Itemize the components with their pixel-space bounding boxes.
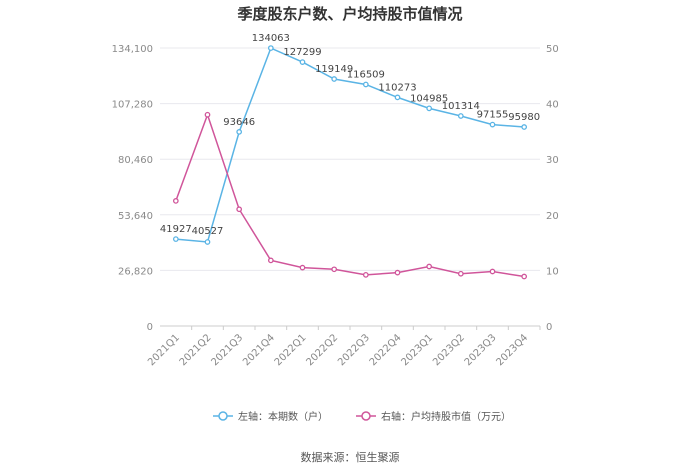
data-point <box>362 81 369 88</box>
data-point <box>267 257 274 264</box>
data-point <box>172 236 179 242</box>
data-point <box>489 268 496 275</box>
x-tick-label: 2021Q4 <box>241 332 277 368</box>
x-tick-label: 2022Q1 <box>273 332 309 368</box>
x-tick-label: 2022Q2 <box>304 332 340 368</box>
chart-title: 季度股东户数、户均持股市值情况 <box>237 5 462 23</box>
data-point <box>204 111 211 118</box>
data-label: 95980 <box>508 112 540 123</box>
data-point <box>331 266 338 273</box>
legend-marker <box>218 411 228 421</box>
data-label: 97155 <box>477 110 509 121</box>
x-axis-ticks: 2021Q12021Q22021Q32021Q42022Q12022Q22022… <box>146 326 541 368</box>
data-point <box>236 129 243 135</box>
right-axis-ticks: 0 10 20 30 40 50 <box>546 44 559 333</box>
data-source: 数据来源：恒生聚源 <box>301 450 400 464</box>
right-tick-label: 50 <box>546 44 559 55</box>
data-point <box>457 113 464 119</box>
data-point <box>204 239 211 245</box>
right-tick-label: 20 <box>546 211 559 222</box>
left-axis-ticks: 0 26,820 53,640 80,460 107,280 134,100 <box>112 44 153 333</box>
legend-label: 左轴：本期数（户） <box>238 410 328 423</box>
data-point <box>521 124 528 130</box>
left-tick-label: 26,820 <box>118 266 153 277</box>
data-point <box>267 45 274 51</box>
data-label: 116509 <box>347 69 385 80</box>
left-tick-label: 0 <box>147 322 153 333</box>
data-point <box>394 269 401 276</box>
data-point <box>521 273 528 280</box>
data-label: 40527 <box>192 226 224 237</box>
data-label: 104985 <box>410 93 448 104</box>
series-line <box>175 47 525 243</box>
legend-label: 右轴：户均持股市值（万元） <box>381 410 511 423</box>
data-label: 41927 <box>160 224 192 235</box>
series-2 <box>172 111 528 280</box>
data-point <box>236 206 243 213</box>
data-point <box>426 105 433 112</box>
x-tick-label: 2021Q1 <box>146 332 182 368</box>
left-tick-label: 107,280 <box>112 100 153 111</box>
x-tick-label: 2023Q3 <box>463 332 499 368</box>
data-label: 93646 <box>223 117 255 128</box>
data-label: 101314 <box>442 101 480 112</box>
data-point <box>362 271 369 278</box>
data-point <box>457 270 464 277</box>
x-tick-label: 2022Q4 <box>368 332 404 368</box>
data-point <box>489 121 496 128</box>
x-tick-label: 2023Q4 <box>494 332 530 368</box>
data-point <box>172 198 179 204</box>
left-tick-label: 80,460 <box>118 155 153 166</box>
x-tick-label: 2023Q2 <box>431 332 467 368</box>
legend-marker <box>361 411 371 421</box>
legend[interactable]: 左轴：本期数（户） 右轴：户均持股市值（万元） <box>213 410 511 423</box>
data-point <box>394 94 401 101</box>
right-tick-label: 30 <box>546 155 559 166</box>
data-point <box>426 263 433 270</box>
x-tick-label: 2022Q3 <box>336 332 372 368</box>
data-point <box>299 59 306 65</box>
series-line <box>175 112 525 278</box>
right-tick-label: 40 <box>546 100 559 111</box>
grid <box>160 47 540 327</box>
x-tick-label: 2021Q2 <box>178 332 214 368</box>
data-label: 119149 <box>315 64 353 75</box>
data-point <box>331 76 338 82</box>
legend-item-1[interactable]: 左轴：本期数（户） <box>213 410 328 423</box>
right-tick-label: 10 <box>546 266 559 277</box>
x-tick-label: 2023Q1 <box>399 332 435 368</box>
left-tick-label: 134,100 <box>112 44 153 55</box>
data-label: 127299 <box>283 47 321 58</box>
data-point <box>299 264 306 271</box>
left-tick-label: 53,640 <box>118 211 153 222</box>
data-label: 110273 <box>378 82 416 93</box>
x-tick-label: 2021Q3 <box>209 332 245 368</box>
right-tick-label: 0 <box>546 322 552 333</box>
data-label: 134063 <box>252 33 290 44</box>
legend-item-2[interactable]: 右轴：户均持股市值（万元） <box>356 410 511 423</box>
